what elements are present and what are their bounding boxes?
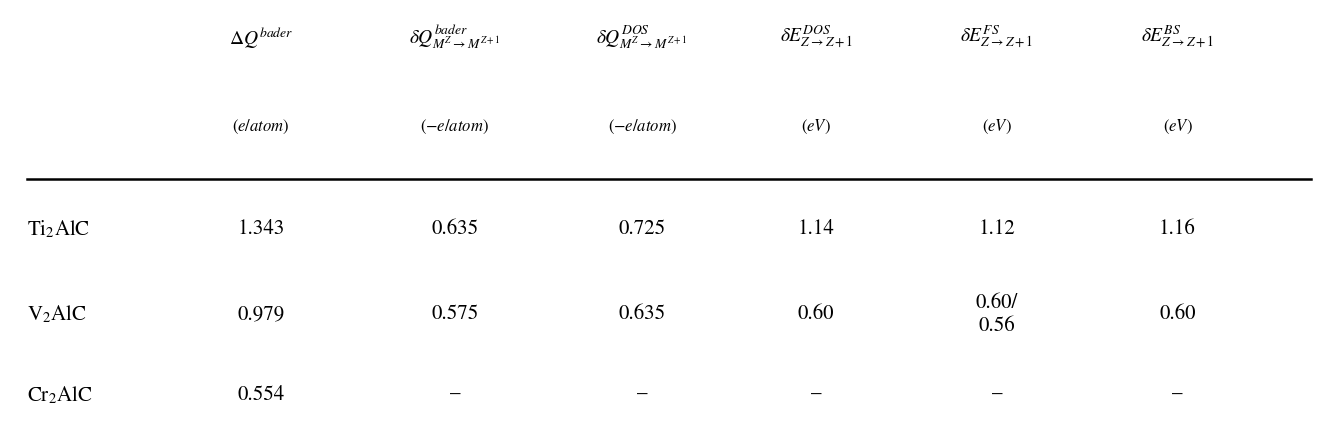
Text: –: – [991, 385, 1002, 405]
Text: $(e/atom)$: $(e/atom)$ [231, 118, 290, 136]
Text: $\Delta Q^{bader}$: $\Delta Q^{bader}$ [229, 26, 293, 51]
Text: $\delta E^{FS}_{Z\rightarrow Z+1}$: $\delta E^{FS}_{Z\rightarrow Z+1}$ [961, 24, 1033, 51]
Text: 0.575: 0.575 [431, 305, 479, 324]
Text: 1.12: 1.12 [978, 220, 1016, 239]
Text: 0.60: 0.60 [797, 305, 835, 324]
Text: 0.979: 0.979 [237, 305, 285, 324]
Text: $(eV)$: $(eV)$ [801, 118, 831, 136]
Text: 0.60/
0.56: 0.60/ 0.56 [975, 293, 1018, 336]
Text: $(eV)$: $(eV)$ [982, 118, 1012, 136]
Text: 0.725: 0.725 [618, 220, 666, 239]
Text: –: – [637, 385, 648, 405]
Text: 1.16: 1.16 [1159, 220, 1196, 239]
Text: $\delta Q^{bader}_{M^{Z}\rightarrow M^{Z+1}}$: $\delta Q^{bader}_{M^{Z}\rightarrow M^{Z… [409, 22, 500, 51]
Text: 1.14: 1.14 [797, 220, 835, 239]
Text: Ti$_2$AlC: Ti$_2$AlC [27, 218, 90, 241]
Text: $(-e/atom)$: $(-e/atom)$ [420, 118, 490, 136]
Text: –: – [1172, 385, 1183, 405]
Text: 1.343: 1.343 [237, 220, 285, 239]
Text: 0.554: 0.554 [237, 385, 285, 405]
Text: –: – [811, 385, 822, 405]
Text: $\delta Q^{DOS}_{M^{Z}\rightarrow M^{Z+1}}$: $\delta Q^{DOS}_{M^{Z}\rightarrow M^{Z+1… [597, 23, 688, 51]
Text: $(eV)$: $(eV)$ [1163, 118, 1192, 136]
Text: $(-e/atom)$: $(-e/atom)$ [607, 118, 677, 136]
Text: 0.635: 0.635 [431, 220, 479, 239]
Text: 0.635: 0.635 [618, 305, 666, 324]
Text: V$_2$AlC: V$_2$AlC [27, 303, 87, 326]
Text: 0.60: 0.60 [1159, 305, 1196, 324]
Text: Cr$_2$AlC: Cr$_2$AlC [27, 384, 92, 406]
Text: $\delta E^{DOS}_{Z\rightarrow Z+1}$: $\delta E^{DOS}_{Z\rightarrow Z+1}$ [780, 24, 852, 51]
Text: –: – [450, 385, 460, 405]
Text: $\delta E^{BS}_{Z\rightarrow Z+1}$: $\delta E^{BS}_{Z\rightarrow Z+1}$ [1141, 24, 1214, 51]
